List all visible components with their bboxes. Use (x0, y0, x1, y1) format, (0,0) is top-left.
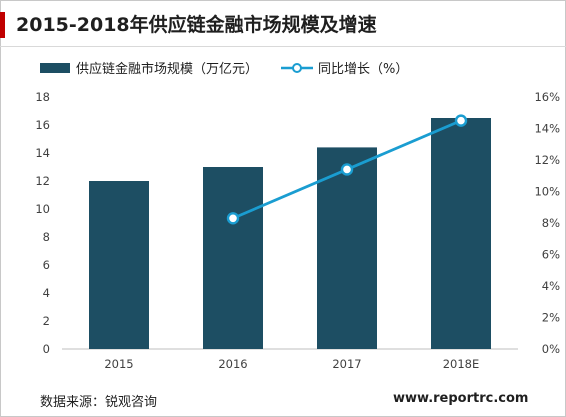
growth-point (340, 163, 354, 176)
website-label: www.reportrc.com (393, 391, 529, 406)
y-left-tick-label: 4 (43, 286, 50, 300)
legend-swatch-marker (292, 63, 302, 73)
axes: 0 2 4 6 8 10 12 14 16 18 0% 2% 4% 6% 8% 10% 12% 14% 16% 201… (35, 90, 560, 371)
y-right-tick-label: 8% (542, 216, 560, 230)
bar (431, 118, 491, 349)
growth-line (226, 114, 468, 225)
x-tick-label: 2016 (218, 357, 247, 371)
y-left-tick-label: 2 (43, 314, 50, 328)
bar (317, 147, 377, 349)
y-left-tick-label: 6 (43, 258, 50, 272)
y-right-tick-label: 16% (534, 90, 560, 104)
legend-label-bar: 供应链金融市场规模（万亿元） (76, 61, 258, 77)
bars (89, 118, 491, 349)
x-tick-label: 2018E (443, 357, 480, 371)
legend-swatch-bar (40, 63, 70, 73)
legend-label-line: 同比增长（%） (318, 62, 408, 77)
y-right-tick-label: 4% (542, 279, 560, 293)
y-left-tick-label: 14 (35, 146, 50, 160)
chart-title: 2015-2018年供应链金融市场规模及增速 (16, 14, 377, 36)
growth-point (454, 114, 468, 127)
y-left-tick-label: 12 (35, 174, 50, 188)
y-left-tick-label: 8 (43, 230, 50, 244)
source-note: 数据来源：锐观咨询 (40, 395, 158, 410)
growth-point (226, 212, 240, 225)
y-left-tick-label: 0 (43, 342, 50, 356)
y-right-tick-label: 0% (542, 342, 560, 356)
y-right-tick-label: 6% (542, 248, 560, 262)
y-right-tick-label: 12% (534, 153, 560, 167)
legend: 供应链金融市场规模（万亿元） 同比增长（%） (40, 61, 408, 77)
title-accent-bar (0, 12, 5, 38)
x-tick-label: 2017 (332, 357, 361, 371)
y-right-tick-label: 10% (534, 185, 560, 199)
title-divider (0, 46, 566, 47)
y-right-tick-label: 14% (534, 122, 560, 136)
y-left-tick-label: 18 (35, 90, 50, 104)
x-tick-label: 2015 (104, 357, 133, 371)
y-left-tick-label: 10 (35, 202, 50, 216)
bar (89, 181, 149, 349)
bar (203, 167, 263, 349)
y-left-tick-label: 16 (35, 118, 50, 132)
y-right-tick-label: 2% (542, 311, 560, 325)
